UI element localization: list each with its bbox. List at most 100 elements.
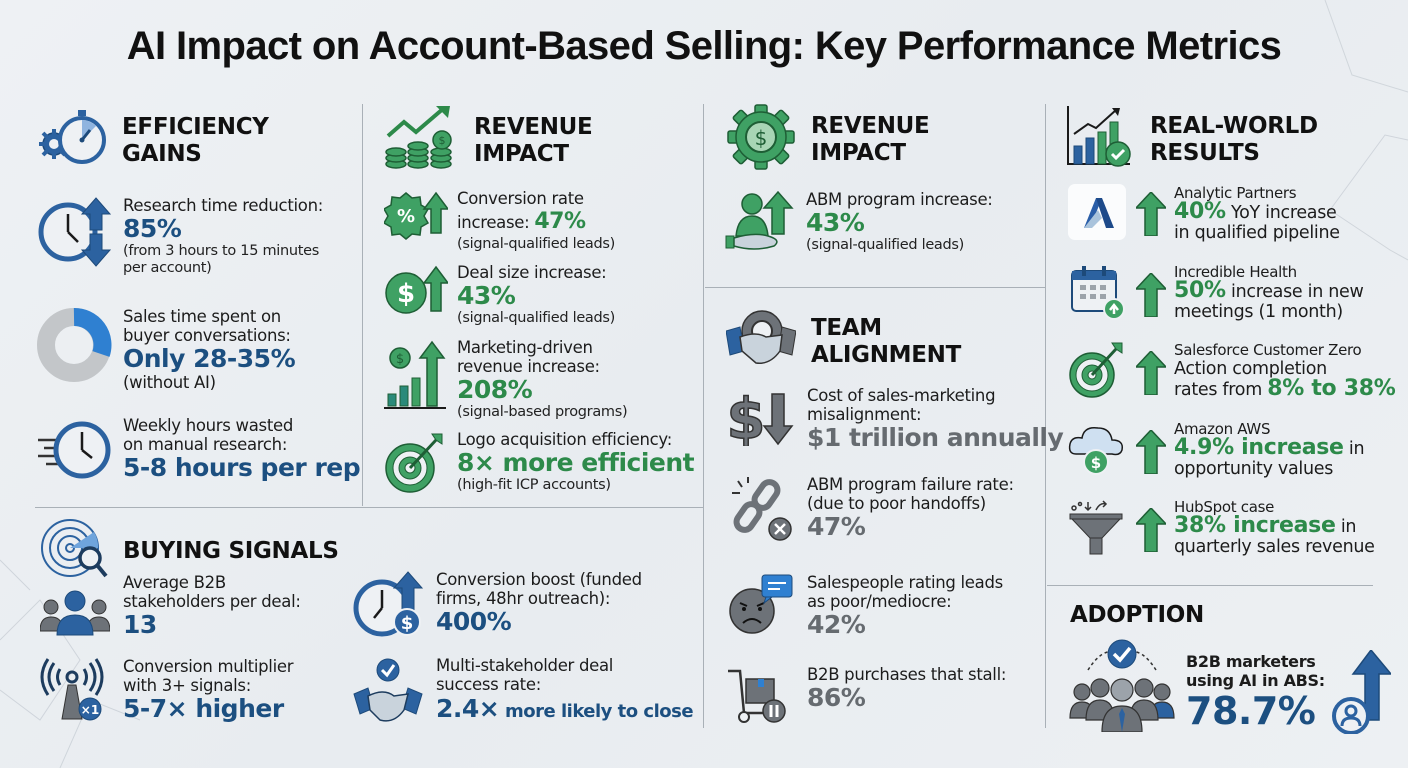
result-salesforce: Salesforce Customer Zero Action completi… — [1068, 341, 1396, 404]
metric-value: 47% — [534, 209, 586, 234]
percent-badge-up-icon: % — [382, 189, 450, 250]
metric-label: with 3+ signals: — [123, 676, 251, 695]
metric-label: success rate: — [436, 675, 541, 694]
metric-value: 208% — [457, 375, 533, 404]
metric-value: 42% — [807, 610, 866, 639]
result-text: in — [1335, 517, 1357, 537]
metric-value: 400% — [436, 607, 512, 636]
metric-label: (due to poor handoffs) — [807, 494, 986, 513]
column-divider — [362, 104, 363, 506]
metric-label: Salespeople rating leads — [807, 573, 1003, 592]
metric-research-time: Research time reduction: 85% (from 3 hou… — [36, 196, 323, 277]
metric-label: Logo acquisition efficiency: — [457, 430, 672, 449]
section-divider — [705, 287, 1045, 288]
result-text: YoY increase — [1225, 203, 1337, 223]
metric-value: 5-8 hours per rep — [123, 453, 361, 482]
growth-coins-icon: $ — [384, 106, 460, 175]
result-value: 8% to 38% — [1267, 376, 1396, 401]
section-heading: RESULTS — [1150, 139, 1260, 166]
metric-conversion-multiplier: ×1 Conversion multiplier with 3+ signals… — [40, 657, 294, 726]
broken-chain-icon — [728, 475, 796, 546]
up-arrow-icon — [1134, 506, 1168, 557]
up-arrow-icon — [1134, 349, 1168, 400]
metric-label: B2B marketers — [1186, 652, 1316, 671]
section-heading: EFFICIENCY — [122, 113, 269, 140]
target-icon — [1068, 341, 1126, 404]
section-heading: GAINS — [122, 140, 202, 167]
section-heading: TEAM — [811, 314, 882, 341]
result-hubspot: HubSpot case 38% increase in quarterly s… — [1068, 498, 1375, 563]
dollar-up-icon: $ — [384, 263, 450, 324]
section-heading: REAL-WORLD — [1150, 112, 1318, 139]
section-heading: REVENUE — [811, 112, 930, 139]
metric-value: 43% — [457, 281, 516, 310]
metric-label: Average B2B — [123, 573, 226, 592]
person-hand-up-icon — [724, 190, 796, 259]
metric-stakeholders: Average B2B stakeholders per deal: 13 — [39, 573, 301, 642]
people-group-icon — [39, 573, 111, 642]
real-world-results-section-header: REAL-WORLD RESULTS — [1066, 104, 1318, 175]
metric-label: Cost of sales-marketing — [807, 386, 996, 405]
metric-label: ABM program increase: — [806, 190, 993, 209]
metric-value: 78.7% — [1186, 689, 1316, 733]
metric-value: 13 — [123, 610, 157, 639]
svg-text:$: $ — [439, 134, 446, 147]
up-arrow-icon — [1134, 271, 1168, 322]
chart-check-icon — [1066, 104, 1134, 175]
metric-note: (signal-qualified leads) — [806, 237, 965, 253]
metric-abm-program-increase: ABM program increase: 43% (signal-qualif… — [724, 190, 993, 259]
up-arrow-icon — [1134, 190, 1168, 241]
result-text: rates from — [1174, 380, 1268, 400]
metric-weekly-hours: Weekly hours wasted on manual research: … — [36, 416, 361, 485]
user-up-arrow-icon — [1331, 648, 1393, 739]
section-divider — [1047, 585, 1373, 586]
result-text: in — [1343, 439, 1365, 459]
clock-dollar-up-icon: $ — [352, 570, 424, 645]
team-alignment-section-header: TEAM ALIGNMENT — [725, 307, 961, 376]
revenue-impact-2-section-header: $ REVENUE IMPACT — [726, 104, 930, 175]
efficiency-section-header: EFFICIENCY GAINS — [34, 106, 269, 175]
metric-deal-size: $ Deal size increase: 43% (signal-qualif… — [384, 263, 615, 327]
svg-text:$: $ — [397, 279, 415, 309]
metric-label: Conversion boost (funded — [436, 570, 642, 589]
stopwatch-gear-icon — [34, 106, 110, 175]
company-name: Salesforce Customer Zero — [1174, 341, 1362, 359]
company-name: Amazon AWS — [1174, 420, 1271, 438]
metric-label: ABM program failure rate: — [807, 475, 1014, 494]
buying-signals-section-header: BUYING SIGNALS — [40, 518, 339, 585]
clock-arrows-icon — [36, 196, 112, 273]
adoption-section-header: ADOPTION — [1070, 602, 1204, 629]
metric-label: using AI in ABS: — [1186, 671, 1325, 690]
analytic-partners-logo — [1068, 184, 1126, 245]
result-value: 40% — [1174, 199, 1226, 224]
calendar-up-icon — [1068, 263, 1126, 326]
metric-label: buyer conversations: — [123, 326, 291, 345]
svg-text:$: $ — [728, 387, 765, 446]
metric-note: (signal-based programs) — [457, 404, 628, 420]
metric-label: misalignment: — [807, 405, 922, 424]
metric-value: Only 28-35% — [123, 344, 296, 373]
donut-chart-icon — [36, 307, 112, 388]
section-heading: REVENUE — [474, 113, 593, 140]
result-text: opportunity values — [1174, 459, 1334, 479]
metric-buyer-conversations: Sales time spent on buyer conversations:… — [36, 307, 296, 392]
handshake-check-icon — [352, 656, 424, 731]
metric-note: per account) — [123, 260, 212, 276]
revenue-bars-icon: $ — [384, 338, 448, 417]
result-text: increase in new — [1225, 282, 1364, 302]
metric-note: (from 3 hours to 15 minutes — [123, 243, 320, 259]
team-check-icon — [1068, 636, 1176, 737]
result-text: quarterly sales revenue — [1174, 537, 1375, 557]
metric-label: increase: — [457, 213, 530, 232]
metric-conversion-boost: $ Conversion boost (funded firms, 48hr o… — [352, 570, 642, 645]
column-divider — [1045, 104, 1046, 728]
result-value: 50% — [1174, 278, 1226, 303]
svg-text:$: $ — [755, 126, 768, 150]
metric-multi-stakeholder: Multi-stakeholder deal success rate: 2.4… — [352, 656, 694, 731]
metric-label: on manual research: — [123, 435, 288, 454]
radar-search-icon — [40, 518, 110, 585]
metric-value: 8× more efficient — [457, 448, 695, 477]
metric-value-suffix: more likely to close — [499, 701, 694, 722]
stalled-cart-icon — [728, 665, 796, 728]
page-title: AI Impact on Account-Based Selling: Key … — [126, 24, 1282, 68]
